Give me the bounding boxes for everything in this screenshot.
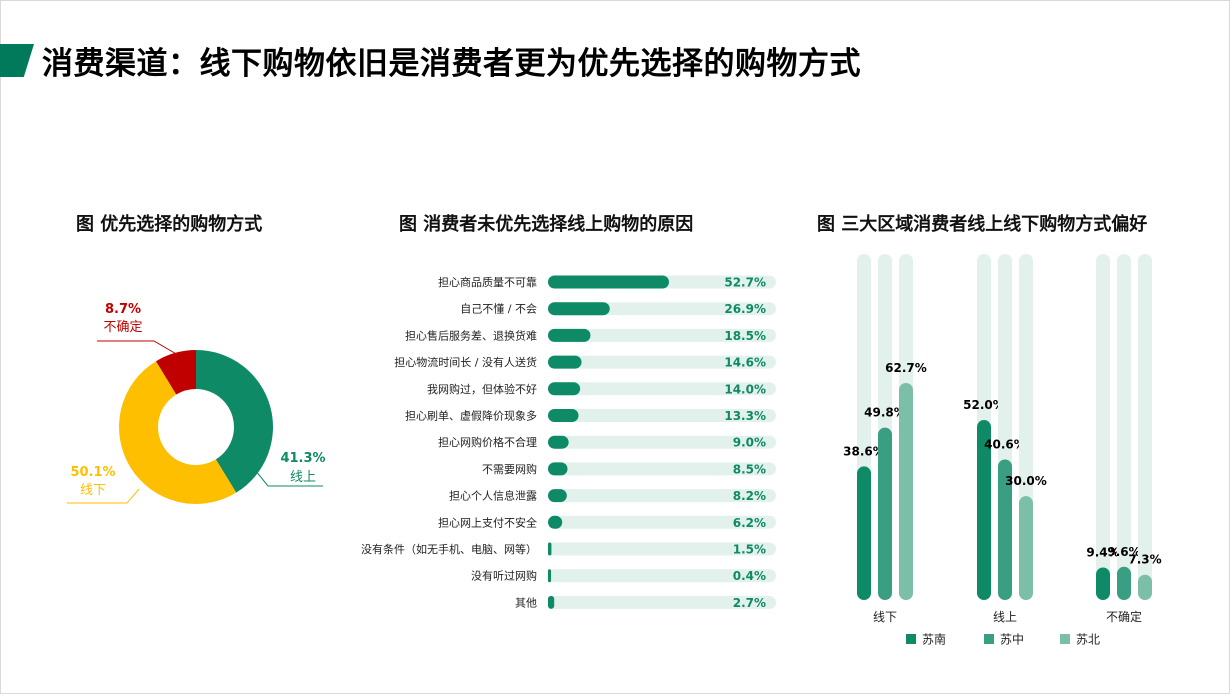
region-bar-苏北 [899, 383, 913, 600]
donut-slice-线下 [119, 361, 237, 504]
reason-value-label: 6.2% [733, 516, 766, 530]
reason-value-label: 52.7% [724, 276, 766, 290]
region-bar-苏南 [857, 466, 871, 600]
region-category-label: 线上 [993, 610, 1017, 624]
legend-label: 苏北 [1076, 633, 1100, 647]
region-value-label: 9.6% [1107, 545, 1140, 559]
reason-bar [548, 435, 569, 449]
region-value-label: 40.6% [984, 437, 1026, 451]
reason-value-label: 26.9% [724, 302, 766, 316]
region-bar-苏北 [1138, 574, 1152, 600]
reason-bar [548, 462, 568, 476]
donut-label-uncertain: 不确定 [103, 320, 142, 335]
region-bar-苏北 [1019, 496, 1033, 600]
reason-label: 担心个人信息泄露 [449, 489, 537, 503]
region-value-label: 49.8% [864, 406, 906, 420]
reason-bar-track [548, 382, 776, 396]
reason-bar-track [548, 355, 776, 369]
reason-bar-track [548, 489, 776, 503]
reason-bar [548, 409, 579, 422]
region-bar-苏中 [998, 459, 1012, 600]
region-bar-苏中 [878, 427, 892, 600]
reason-bar [548, 489, 567, 503]
reason-bar [548, 569, 551, 583]
region-chart-title: 图 三大区域消费者线上线下购物方式偏好 [817, 214, 1148, 235]
reason-bar [548, 595, 555, 609]
reason-bar-track [548, 409, 776, 422]
reasons-chart-title: 图 消费者未优先选择线上购物的原因 [399, 214, 694, 235]
reason-bar-track [548, 462, 776, 476]
reason-bar-track [548, 542, 776, 556]
reason-value-label: 9.0% [733, 436, 766, 450]
region-bar-苏南 [1096, 567, 1110, 600]
region-category-label: 线下 [873, 610, 897, 624]
region-bar-track [1096, 254, 1110, 600]
reason-label: 没有听过网购 [471, 569, 537, 583]
region-category-label: 不确定 [1106, 609, 1142, 624]
reason-label: 担心物流时间长 / 没有人送货 [394, 355, 537, 369]
reason-value-label: 8.2% [733, 489, 766, 503]
page-title: 消费渠道：线下购物依旧是消费者更为优先选择的购物方式 [42, 46, 861, 82]
legend-swatch-苏南 [906, 634, 916, 644]
region-bar-苏中 [1117, 566, 1131, 600]
reason-value-label: 2.7% [733, 596, 766, 610]
reason-label: 担心网购价格不合理 [438, 435, 537, 449]
region-value-label: 52.0% [963, 398, 1005, 412]
leader-line-online [254, 469, 323, 487]
reason-label: 自己不懂 / 不会 [460, 303, 537, 316]
donut-slice-线上 [196, 350, 273, 493]
donut-value-offline: 50.1% [70, 465, 115, 480]
reason-bar-track [548, 515, 776, 529]
reason-bar-track [548, 435, 776, 449]
region-bar-track [1138, 254, 1152, 600]
reason-bar-track [548, 328, 776, 342]
reason-value-label: 18.5% [724, 329, 766, 343]
donut-value-uncertain: 8.7% [105, 302, 141, 317]
legend-label: 苏中 [1000, 632, 1024, 647]
reason-bar-track [548, 569, 776, 583]
reason-value-label: 14.6% [724, 356, 766, 370]
region-bar-track [1117, 254, 1131, 600]
reason-label: 其他 [515, 596, 537, 609]
reason-label: 担心刷单、虚假降价现象多 [405, 409, 537, 423]
reason-label: 担心网上支付不安全 [438, 515, 537, 529]
legend-swatch-苏中 [984, 634, 994, 644]
reason-value-label: 13.3% [724, 409, 766, 423]
reason-bar [548, 302, 610, 316]
reason-bar [548, 275, 669, 289]
reason-bar [548, 515, 563, 529]
reason-label: 担心售后服务差、退换货难 [405, 328, 537, 342]
reason-bar [548, 542, 552, 556]
region-value-label: 38.6% [843, 444, 885, 458]
reason-bar-track [548, 595, 776, 609]
leader-line-uncertain [97, 340, 179, 356]
region-bar-苏南 [977, 420, 991, 600]
reason-bar [548, 355, 582, 369]
legend-swatch-苏北 [1060, 634, 1070, 644]
reason-label: 不需要网购 [482, 462, 537, 476]
reason-bar [548, 328, 591, 342]
reason-label: 我网购过，但体验不好 [427, 382, 537, 396]
reason-value-label: 8.5% [733, 462, 766, 476]
reason-bar [548, 382, 581, 396]
reason-label: 没有条件（如无手机、电脑、网等） [361, 542, 537, 556]
reason-value-label: 0.4% [733, 569, 766, 583]
donut-value-online: 41.3% [280, 451, 325, 466]
region-value-label: 9.4% [1086, 545, 1119, 559]
legend-label: 苏南 [922, 632, 946, 647]
reason-value-label: 1.5% [733, 543, 766, 557]
reason-label: 担心商品质量不可靠 [438, 275, 537, 289]
reason-value-label: 14.0% [724, 382, 766, 396]
leader-line-offline [67, 488, 140, 504]
region-value-label: 62.7% [885, 361, 927, 375]
region-value-label: 30.0% [1005, 474, 1047, 488]
donut-label-online: 线上 [290, 470, 316, 485]
donut-chart-title: 图 优先选择的购物方式 [76, 214, 263, 235]
region-value-label: 7.3% [1128, 553, 1161, 567]
donut-slice-不确定 [156, 350, 196, 395]
donut-label-offline: 线下 [80, 483, 106, 498]
